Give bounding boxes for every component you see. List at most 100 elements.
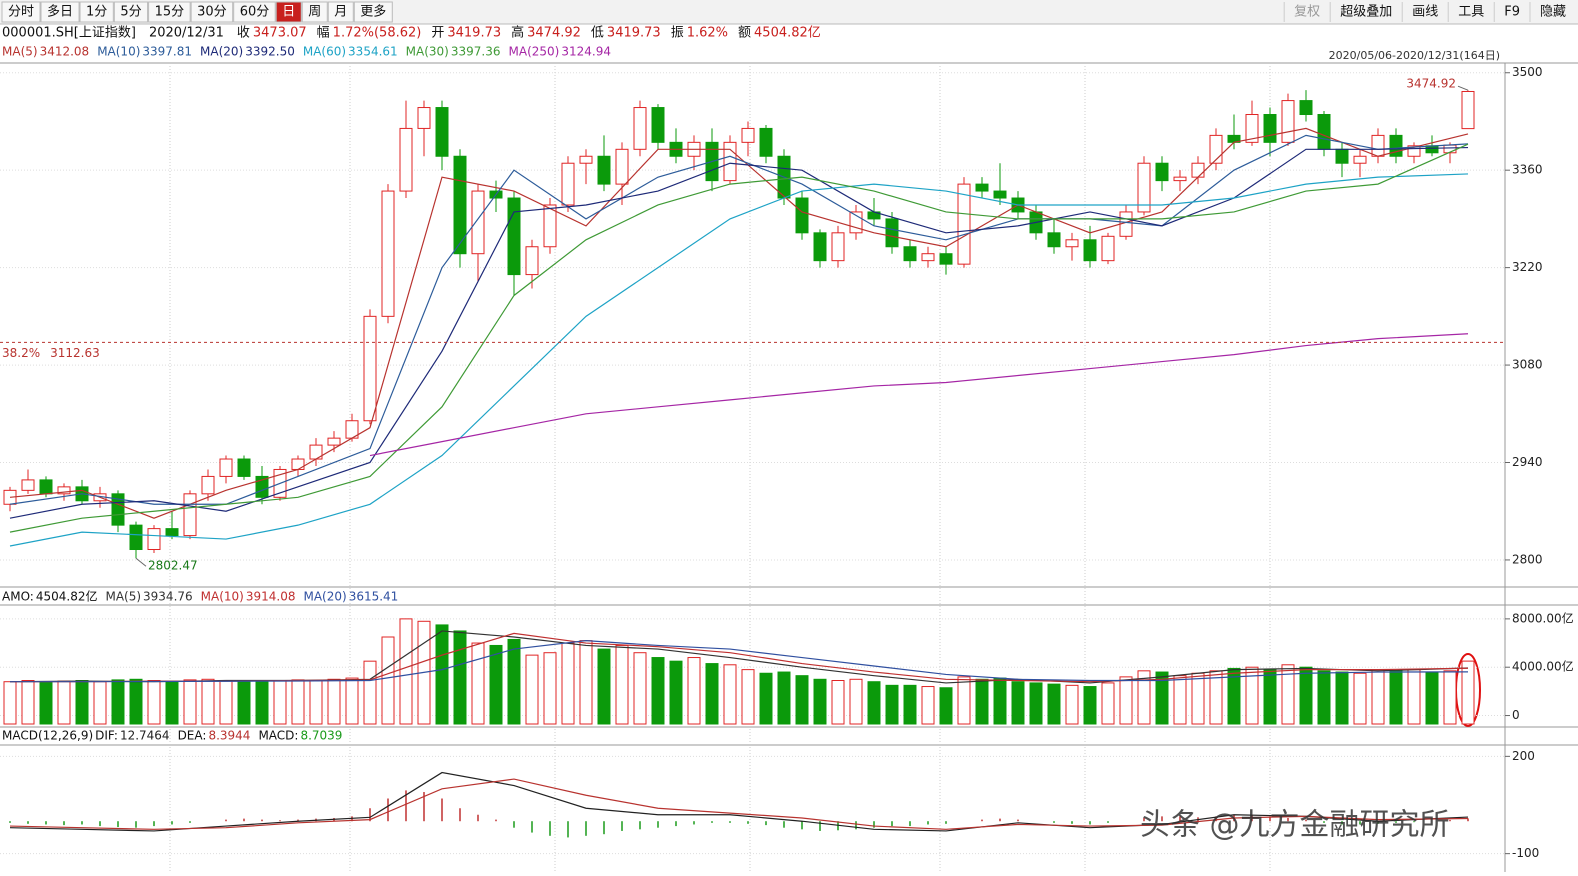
toolbar-label[interactable]: 工具 — [1458, 5, 1484, 20]
legend-text: 12.7464 — [120, 729, 170, 743]
volume-bar — [867, 681, 881, 725]
toolbar-button[interactable] — [113, 1, 149, 23]
candle-body — [1245, 114, 1259, 143]
volume-bar — [813, 678, 827, 725]
candle-body — [1137, 162, 1151, 213]
volume-bar — [633, 652, 647, 725]
legend-text: MA(60) — [303, 45, 346, 59]
candle-body — [327, 437, 341, 446]
toolbar-label[interactable]: 画线 — [1412, 5, 1438, 20]
candle-body — [579, 155, 593, 164]
volume-bar — [615, 644, 629, 725]
legend-text: MACD: — [258, 729, 298, 743]
volume-bar — [1227, 667, 1241, 725]
candle-body — [1155, 162, 1169, 182]
volume-bar — [651, 657, 665, 725]
candle-body — [57, 486, 71, 495]
volume-bar — [1137, 670, 1151, 725]
y-tick-label: 200 — [1512, 749, 1535, 763]
info-label: 额 — [738, 26, 751, 41]
toolbar-button[interactable] — [148, 1, 191, 23]
y-tick-label: 0 — [1512, 708, 1520, 722]
annotation-leader — [1457, 85, 1469, 91]
indicator-line — [9, 143, 1469, 533]
volume-bar — [1281, 664, 1295, 725]
candle-body — [453, 155, 467, 255]
candle-body — [1317, 114, 1331, 150]
volume-bar — [3, 681, 17, 725]
toolbar-button[interactable] — [301, 1, 328, 23]
volume-bar — [255, 680, 269, 725]
toolbar-button[interactable] — [327, 1, 354, 23]
volume-bar — [237, 681, 251, 725]
toolbar-label[interactable]: 复权 — [1294, 4, 1320, 20]
volume-bar — [903, 684, 917, 725]
toolbar-button[interactable] — [190, 1, 234, 23]
candle-body — [381, 190, 395, 317]
info-value: 4504.82亿 — [754, 26, 821, 41]
candle-body — [201, 475, 215, 495]
toolbar-label: 多日 — [47, 4, 73, 20]
info-label: 高 — [511, 25, 524, 41]
legend-text: MA(5) — [2, 45, 38, 59]
legend-text: 3392.50 — [245, 45, 295, 59]
info-label: 振 — [671, 26, 684, 41]
volume-bar — [291, 679, 305, 725]
legend-text: 8.3944 — [208, 729, 250, 743]
volume-bar — [345, 677, 359, 725]
toolbar-button[interactable] — [275, 1, 302, 23]
legend-text: 3412.08 — [40, 45, 90, 59]
toolbar-button[interactable] — [1, 1, 41, 23]
candle-body — [1173, 176, 1187, 182]
indicator-line — [9, 778, 1469, 830]
candle-body — [1299, 100, 1313, 116]
legend-text: MA(10) — [97, 45, 140, 59]
annotation: 2802.47 — [148, 559, 198, 573]
volume-bar — [1335, 671, 1349, 725]
toolbar-label[interactable]: 超级叠加 — [1340, 5, 1392, 20]
toolbar-button[interactable] — [233, 1, 276, 23]
volume-bar — [1389, 670, 1403, 725]
volume-bar — [219, 680, 233, 725]
y-tick-label: 4000.00亿 — [1512, 659, 1574, 674]
toolbar-button[interactable] — [353, 1, 393, 23]
volume-bar — [669, 660, 683, 725]
legend-text: MACD(12,26,9) — [2, 729, 93, 743]
info-label: 2020/12/31 — [149, 26, 224, 41]
legend-text: 3397.81 — [142, 45, 192, 59]
toolbar-button[interactable] — [79, 1, 114, 23]
candle-body — [597, 155, 611, 185]
indicator-line — [369, 333, 1469, 457]
y-tick-label: 2940 — [1512, 455, 1543, 469]
indicator-line — [9, 771, 1469, 832]
candle-body — [147, 528, 161, 551]
month-separators — [169, 63, 1271, 872]
volume-bar — [1263, 669, 1277, 725]
volume-bar — [129, 678, 143, 725]
volume-bar — [723, 664, 737, 725]
candle-body — [291, 458, 305, 470]
toolbar-button[interactable] — [40, 1, 80, 23]
volume-bar — [759, 672, 773, 725]
volume-bar — [885, 684, 899, 725]
info-label: 收 — [237, 26, 250, 41]
legend-text: MA(20) — [200, 45, 243, 59]
legend-text: 3124.94 — [561, 45, 611, 59]
legend-text: 8.7039 — [300, 729, 342, 743]
info-value: 3473.07 — [253, 26, 307, 41]
toolbar-label: 周 — [308, 5, 321, 20]
legend-text: MA(30) — [406, 45, 449, 59]
volume-bar — [1011, 681, 1025, 725]
toolbar-label: 15分 — [155, 5, 185, 20]
toolbar-label: 月 — [334, 5, 347, 20]
candle-body — [1101, 235, 1115, 262]
legend-text: 3397.36 — [451, 45, 501, 59]
volume-bar — [741, 669, 755, 725]
annotation-leader — [135, 557, 147, 567]
toolbar-label[interactable]: F9 — [1504, 5, 1520, 20]
legend-text: DIF: — [95, 729, 118, 743]
candle-body — [39, 479, 53, 495]
volume-bar — [1425, 671, 1439, 725]
volume-bar — [1245, 666, 1259, 725]
toolbar-label[interactable]: 隐藏 — [1540, 5, 1566, 20]
